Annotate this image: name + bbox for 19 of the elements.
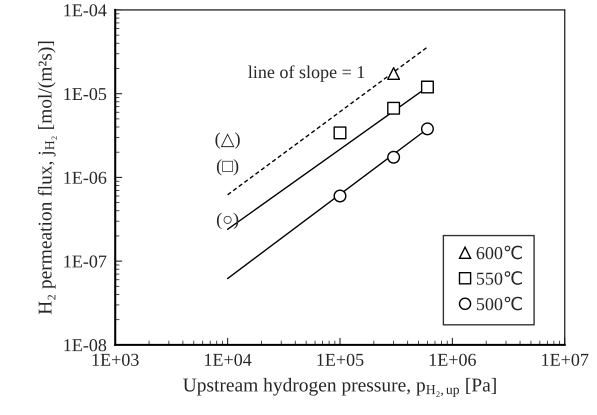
x-tick-label: 1E+07 (542, 354, 588, 366)
annotation: (○) (216, 212, 238, 230)
y-tick-label: 1E-05 (64, 88, 106, 100)
x-tick-label: 1E+03 (92, 354, 139, 366)
x-tick-label: 1E+04 (205, 354, 252, 366)
annotation: line of slope = 1 (248, 65, 364, 82)
y-tick-label: 1E-04 (64, 4, 107, 16)
annotation: (△) (215, 132, 240, 149)
x-tick-label: 1E+06 (430, 354, 476, 366)
legend-label: 550℃ (476, 271, 522, 285)
x-tick-label: 1E+05 (317, 354, 364, 366)
y-tick-label: 1E-07 (64, 255, 106, 268)
y-tick-label: 1E-08 (64, 339, 106, 352)
y-axis-title: H₂ permeation flux, j$_{H₂}$ [mol/(m²s)] (38, 42, 57, 314)
annotation: (□) (216, 159, 238, 176)
legend-label: 600℃ (476, 246, 522, 260)
x-axis-title: Upstream hydrogen pressure, p$_{H₂,up}$ [Pa] (183, 378, 496, 397)
legend-label: 500℃ (476, 296, 522, 310)
y-tick-label: 1E-06 (64, 172, 106, 184)
